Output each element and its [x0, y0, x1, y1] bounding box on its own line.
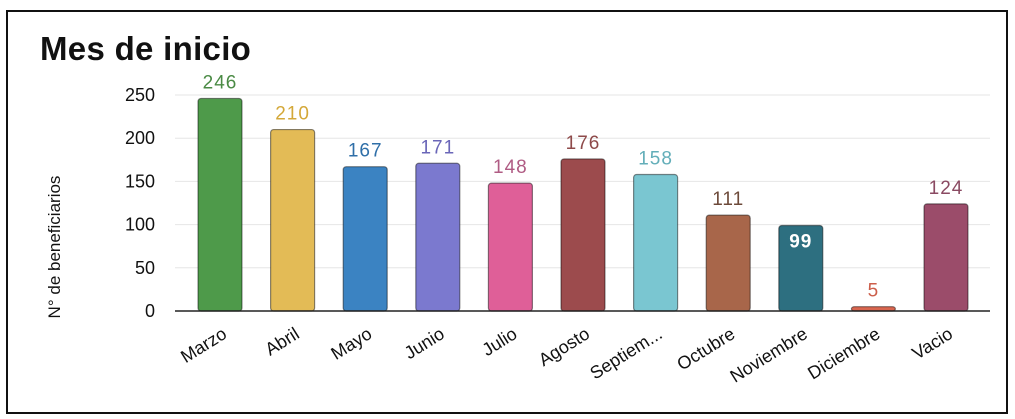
data-label: 5 [868, 281, 880, 302]
data-label: 176 [566, 133, 601, 154]
bar-mayo [342, 166, 388, 312]
bar-vacio [923, 203, 969, 312]
bar-abril [270, 128, 316, 312]
y-tick-label: 50 [135, 258, 155, 278]
x-tick-label: Octubre [673, 323, 738, 374]
y-tick-label: 250 [125, 85, 155, 105]
x-tick-label: Septiem... [586, 323, 665, 383]
bar-octubre [705, 214, 751, 312]
chart-title: Mes de inicio [40, 30, 252, 67]
y-tick-label: 150 [125, 171, 155, 191]
x-tick-label: Diciembre [804, 323, 883, 383]
data-label: 210 [275, 104, 310, 125]
x-tick-label: Junio [401, 323, 448, 363]
bars [197, 97, 969, 312]
data-label: 171 [420, 137, 455, 158]
bar-marzo [197, 97, 243, 312]
bar-septiem [632, 173, 679, 312]
x-tick-label: Marzo [177, 323, 230, 366]
y-tick-label: 0 [145, 301, 155, 321]
data-label: 167 [348, 141, 383, 162]
bar-junio [415, 162, 461, 312]
bar-agosto [560, 158, 606, 312]
x-tick-label: Abril [262, 323, 303, 359]
x-tick-label: Mayo [327, 323, 375, 363]
y-axis-label: N° de beneficiarios [45, 176, 64, 319]
data-label: 148 [493, 157, 528, 178]
bar-julio [487, 182, 533, 312]
x-tick-label: Noviembre [727, 323, 811, 386]
x-tick-label: Julio [479, 323, 521, 360]
x-axis-labels: Marzo Abril Mayo Junio Julio AgostoSeptiem...… [177, 323, 956, 386]
y-tick-label: 100 [125, 215, 155, 235]
data-label: 111 [712, 189, 744, 210]
data-label: 124 [929, 178, 964, 199]
data-labels: 246 210 167 171 148 176 158 111 99 5 124 [203, 72, 964, 302]
x-tick-label: Agosto [535, 323, 593, 370]
data-label: 246 [203, 72, 238, 93]
x-tick-label: Vacio [908, 323, 956, 363]
y-tick-label: 200 [125, 128, 155, 148]
data-label: 99 [789, 231, 812, 252]
data-label: 158 [638, 148, 673, 169]
y-axis-ticks: 0 50 100 150 200 250 [125, 85, 155, 321]
